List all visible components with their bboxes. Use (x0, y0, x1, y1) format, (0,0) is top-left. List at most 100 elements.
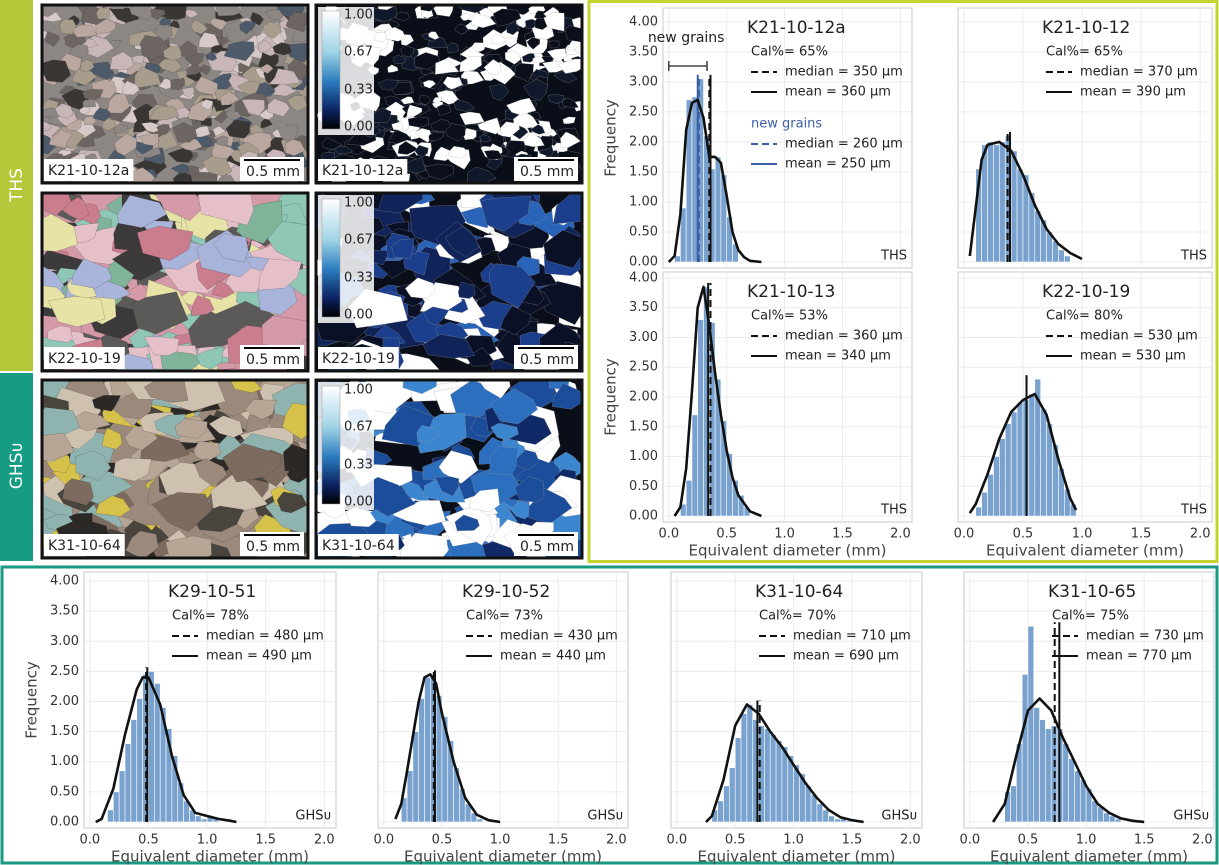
bar (764, 729, 770, 822)
bar (148, 671, 154, 822)
bar (1109, 816, 1115, 822)
bar (993, 145, 999, 262)
chart-title: K29-10-52 (462, 582, 550, 602)
y-tick-label: 1.00 (629, 449, 658, 464)
chart: K21-10-12Cal%= 65%median = 370 µmmean = … (958, 8, 1212, 268)
legend-label: median = 370 µm (1080, 65, 1198, 80)
region-tag: THS (1180, 249, 1207, 264)
colorbar-tick-label: 0.33 (344, 83, 373, 98)
chart-subtitle: Cal%= 65% (751, 45, 828, 60)
chart-subtitle: Cal%= 53% (751, 309, 828, 324)
legend-label: mean = 690 µm (793, 649, 899, 664)
x-tick-label: 0.0 (666, 833, 687, 848)
bar (982, 492, 988, 516)
page: THS GHSᴜ K21-10-12a 0.5 mm 1.00 0.67 0.33 0.0… (0, 0, 1219, 865)
chart-subtitle: Cal%= 78% (172, 609, 249, 624)
x-tick-label: 0.0 (373, 833, 394, 848)
bar (817, 804, 823, 822)
bar (1011, 151, 1017, 262)
colorbar-tick-label: 0.67 (344, 419, 373, 434)
colorbar-tick-label: 0.00 (344, 495, 373, 510)
x-tick-label: 1.0 (197, 833, 218, 848)
colorbar-tick-label: 0.67 (344, 44, 373, 59)
bar (1115, 819, 1121, 822)
y-tick-label: 4.00 (629, 14, 658, 29)
bar (988, 142, 994, 262)
grain (549, 41, 560, 48)
colorbar-tick-label: 0.33 (344, 271, 373, 286)
colorbar-tick-label: 0.67 (344, 232, 373, 247)
bar (407, 771, 413, 822)
x-axis-label: Equivalent diameter (mm) (689, 542, 887, 560)
bar (729, 768, 735, 822)
region-tag: GHSᴜ (587, 809, 623, 824)
bar (1028, 626, 1034, 822)
x-tick-label: 0.5 (1013, 527, 1034, 542)
colorbar (322, 11, 340, 129)
bar (999, 439, 1005, 516)
bar (1017, 403, 1023, 516)
x-tick-label: 1.5 (842, 833, 863, 848)
x-tick-label: 1.5 (1131, 527, 1152, 542)
y-axis-label: Frequency (602, 358, 620, 436)
x-tick-label: 0.0 (658, 527, 679, 542)
bar (993, 457, 999, 517)
bar (976, 507, 982, 516)
bar (747, 705, 753, 822)
x-tick-label: 2.0 (1192, 833, 1213, 848)
bar (107, 810, 113, 822)
bar (419, 698, 425, 821)
bar (1029, 394, 1035, 516)
x-tick-label: 1.0 (774, 527, 795, 542)
sample-label: K21-10-12a (48, 163, 129, 179)
y-tick-label: 1.00 (50, 754, 79, 769)
chart: 0.00.51.01.52.0K31-10-65Cal%= 75%median … (959, 572, 1214, 865)
bar (413, 732, 419, 822)
y-tick-label: 0.00 (50, 814, 79, 829)
bar (1045, 729, 1051, 822)
colorbar-tick-label: 1.00 (344, 8, 373, 23)
colorbar (322, 199, 340, 317)
bar (1035, 211, 1041, 262)
bar (823, 810, 829, 822)
legend-label: median = 730 µm (1086, 629, 1204, 644)
x-tick-label: 1.0 (1072, 527, 1093, 542)
bar (718, 801, 724, 822)
legend-label: mean = 360 µm (785, 85, 891, 100)
y-tick-label: 3.50 (629, 44, 658, 59)
x-tick-label: 1.0 (783, 833, 804, 848)
chart-subtitle: Cal%= 75% (1052, 609, 1129, 624)
x-axis-label: Equivalent diameter (mm) (986, 542, 1184, 560)
colorbar-tick-label: 1.00 (344, 383, 373, 398)
bar (782, 747, 788, 822)
bar (477, 819, 483, 822)
bar (1034, 708, 1040, 822)
sample-label: K22-10-19 (322, 351, 395, 367)
bar (1063, 744, 1069, 822)
chart: 0.000.501.001.502.002.503.003.504.00K21-… (602, 8, 913, 269)
bar (735, 738, 741, 822)
region-tag: THS (880, 249, 907, 264)
bar (1011, 786, 1017, 822)
legend-label: mean = 250 µm (785, 157, 891, 172)
y-tick-label: 2.50 (50, 664, 79, 679)
x-tick-label: 0.5 (716, 527, 737, 542)
x-tick-label: 0.0 (959, 833, 980, 848)
chart-title: K21-10-13 (747, 282, 835, 302)
chart-subtitle: Cal%= 73% (466, 609, 543, 624)
x-tick-label: 0.5 (725, 833, 746, 848)
y-tick-label: 3.50 (50, 604, 79, 619)
bar (1017, 169, 1023, 262)
bar (999, 142, 1005, 262)
bar (724, 786, 730, 822)
chart-subtitle: Cal%= 70% (759, 609, 836, 624)
legend-label: median = 350 µm (785, 65, 903, 80)
scale-bar-label: 0.5 mm (246, 164, 300, 180)
y-tick-label: 0.50 (629, 479, 658, 494)
y-axis-label: Frequency (23, 661, 41, 739)
x-axis-label: Equivalent diameter (mm) (990, 848, 1188, 865)
scale-bar-label: 0.5 mm (520, 352, 574, 368)
micrograph: K22-10-190.5 mm (14, 173, 330, 385)
